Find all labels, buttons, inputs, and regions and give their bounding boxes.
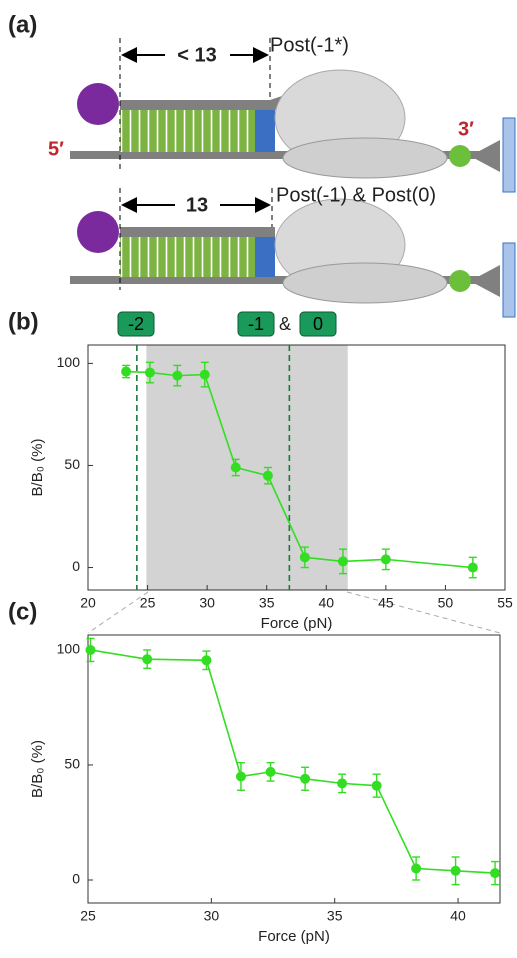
data-point <box>371 780 382 791</box>
state-annotation: & <box>279 314 291 334</box>
data-point <box>411 863 422 874</box>
x-tick-label: 20 <box>80 595 96 611</box>
plot-frame <box>87 344 506 591</box>
y-tick-label: 50 <box>64 756 80 772</box>
x-axis-label: Force (pN) <box>261 615 333 632</box>
data-point <box>230 462 241 473</box>
zoom-line <box>87 591 149 634</box>
data-point <box>490 868 501 879</box>
x-tick-label: 50 <box>438 595 454 611</box>
x-tick-label: 30 <box>199 595 215 611</box>
state-annotation: 0 <box>313 314 323 334</box>
data-point <box>199 369 210 380</box>
data-line <box>90 649 496 874</box>
y-tick-label: 100 <box>57 641 81 657</box>
data-point <box>121 366 132 377</box>
x-tick-label: 25 <box>80 908 96 924</box>
y-tick-label: 100 <box>57 354 81 370</box>
three-prime-label: 3′ <box>458 118 474 140</box>
data-point <box>265 766 276 777</box>
data-point <box>337 778 348 789</box>
x-tick-label: 40 <box>450 908 466 924</box>
data-point <box>85 644 96 655</box>
data-point <box>172 370 183 381</box>
data-point <box>380 554 391 565</box>
plot-frame <box>87 634 501 904</box>
data-point <box>142 654 153 665</box>
y-axis-label: B/B₀ (%) <box>29 740 46 798</box>
state-badge <box>237 311 275 337</box>
construct-top <box>70 38 516 193</box>
shaded-region <box>146 345 348 590</box>
y-tick-label: 0 <box>72 871 80 887</box>
state-label: Post(-1) & Post(0) <box>276 184 436 206</box>
x-tick-label: 25 <box>140 595 156 611</box>
panel-label: (c) <box>8 598 37 625</box>
state-annotation: -1 <box>248 314 264 334</box>
data-point <box>262 470 273 481</box>
construct-bottom <box>70 188 516 318</box>
data-point <box>300 773 311 784</box>
state-annotation: -2 <box>128 314 144 334</box>
panel-label: (a) <box>8 11 37 38</box>
five-prime-label: 5′ <box>48 138 64 160</box>
data-point <box>235 771 246 782</box>
x-tick-label: 40 <box>318 595 334 611</box>
state-badge <box>117 311 155 337</box>
x-tick-label: 30 <box>204 908 220 924</box>
panel-label: (b) <box>8 308 39 335</box>
distance-label: < 13 <box>177 44 216 66</box>
data-point <box>299 552 310 563</box>
y-axis-label: B/B₀ (%) <box>29 439 46 497</box>
x-tick-label: 55 <box>497 595 513 611</box>
x-tick-label: 35 <box>259 595 275 611</box>
data-point <box>450 865 461 876</box>
x-tick-label: 35 <box>327 908 343 924</box>
x-tick-label: 45 <box>378 595 394 611</box>
y-tick-label: 0 <box>72 558 80 574</box>
data-line <box>126 370 473 569</box>
state-badge <box>299 311 337 337</box>
data-point <box>144 367 155 378</box>
y-tick-label: 50 <box>64 456 80 472</box>
zoom-line <box>346 591 501 634</box>
state-label: Post(-1*) <box>270 34 349 56</box>
data-point <box>337 556 348 567</box>
distance-label: 13 <box>186 194 208 216</box>
x-axis-label: Force (pN) <box>258 928 330 945</box>
data-point <box>201 655 212 666</box>
diagram: (a) < 13 Post(-1*) 5′ 3′ <box>8 11 516 318</box>
data-point <box>467 562 478 573</box>
